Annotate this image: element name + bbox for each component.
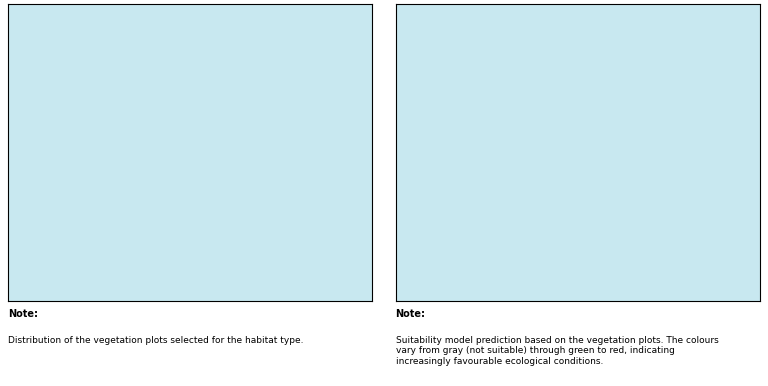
Text: Suitability model prediction based on the vegetation plots. The colours
vary fro: Suitability model prediction based on th… bbox=[396, 336, 718, 366]
Text: Distribution of the vegetation plots selected for the habitat type.: Distribution of the vegetation plots sel… bbox=[8, 336, 303, 345]
Text: Note:: Note: bbox=[8, 309, 38, 319]
Text: Note:: Note: bbox=[396, 309, 425, 319]
